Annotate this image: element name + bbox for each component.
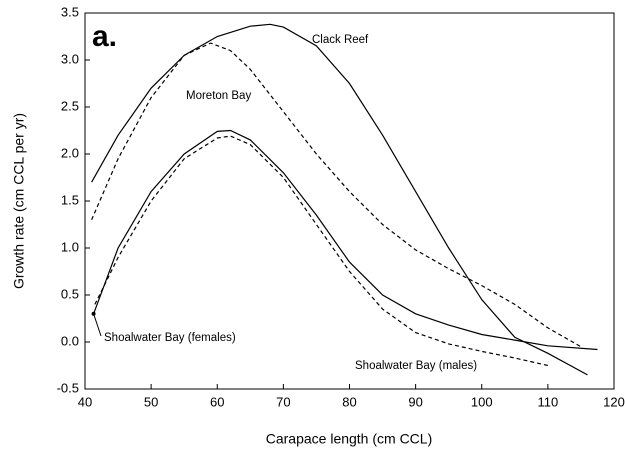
x-tick-label: 50 [144, 394, 158, 409]
leader-line [93, 313, 102, 337]
x-axis-label: Carapace length (cm CCL) [266, 431, 433, 447]
series-label: Shoalwater Bay (females) [104, 332, 236, 344]
y-tick-label: 0.5 [61, 286, 79, 301]
y-tick-label: -0.5 [57, 380, 79, 395]
panel-label: a. [92, 20, 117, 53]
x-tick-label: 100 [471, 394, 493, 409]
y-tick-label: 2.5 [61, 98, 79, 113]
x-tick-label: 120 [603, 394, 625, 409]
x-tick-label: 90 [408, 394, 422, 409]
x-tick-label: 60 [210, 394, 224, 409]
series-label: Clack Reef [312, 34, 369, 46]
series-label: Moreton Bay [186, 90, 251, 102]
y-tick-label: 0.0 [61, 333, 79, 348]
y-tick-label: 1.5 [61, 192, 79, 207]
series-line [91, 42, 582, 348]
y-tick-label: 3.5 [61, 4, 79, 19]
x-tick-label: 70 [276, 394, 290, 409]
y-axis-label: Growth rate (cm CCL per yr) [11, 113, 27, 289]
y-tick-label: 1.0 [61, 239, 79, 254]
series-line [94, 135, 549, 367]
series-label: Shoalwater Bay (males) [355, 360, 477, 372]
y-tick-label: 3.0 [61, 51, 79, 66]
series-line [91, 23, 588, 376]
y-tick-label: 2.0 [61, 145, 79, 160]
x-tick-label: 80 [342, 394, 356, 409]
x-tick-label: 40 [78, 394, 92, 409]
series-line [93, 129, 598, 351]
x-tick-label: 110 [538, 394, 559, 409]
